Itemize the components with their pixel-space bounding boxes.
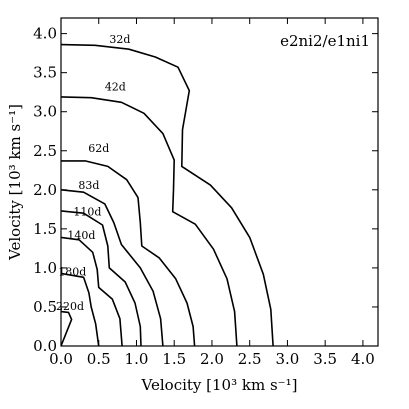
x-axis-label: Velocity [10³ km s⁻¹] [141,376,298,394]
contour-label-62d: 62d [88,142,109,155]
contour-line-140d [61,236,123,346]
contour-line-110d [61,210,142,346]
y-tick-label: 4.0 [33,25,57,43]
x-tick-label: 0.5 [87,350,111,368]
x-tick-label: 3.0 [275,350,299,368]
contour-line-62d [61,160,196,346]
contour-label-180d: 180d [58,266,86,279]
contour-line-42d [61,96,238,346]
contour-label-42d: 42d [105,81,126,94]
contour-label-32d: 32d [109,33,130,46]
plot-frame [60,17,379,347]
contour-line-220d [61,310,73,346]
contour-label-83d: 83d [78,179,99,192]
x-tick-label: 1.0 [125,350,149,368]
x-tick-label: 1.5 [162,350,186,368]
y-tick-label: 0.5 [33,298,57,316]
y-tick-label: 1.5 [33,220,57,238]
y-tick-label: 2.0 [33,181,57,199]
contour-line-180d [61,272,100,346]
contour-series-group [61,43,274,346]
y-tick-label: 1.0 [33,259,57,277]
y-tick-label: 3.0 [33,103,57,121]
contour-label-110d: 110d [73,205,101,218]
x-tick-label: 3.5 [313,350,337,368]
y-tick-label: 2.5 [33,142,57,160]
y-tick-label: 0.0 [33,337,57,355]
y-axis-label: Velocity [10³ km s⁻¹] [6,104,24,261]
contour-label-220d: 220d [56,300,84,313]
x-tick-label: 0.0 [49,350,73,368]
panel-title: e2ni2/e1ni1 [280,32,370,50]
contour-label-140d: 140d [67,229,95,242]
axis-ticks-group: 0.0 0.5 1.0 1.5 2.0 2.5 3.0 3.5 4.0 0.0 0.5 1.0 1.5 2… [33,18,378,368]
y-tick-label: 3.5 [33,64,57,82]
contour-line-32d [61,43,274,346]
contour-line-83d [61,189,164,346]
x-tick-label: 2.0 [200,350,224,368]
contour-labels-group: 32d 42d 62d 83d 110d 140d 180d 220d [56,33,130,313]
x-tick-label: 4.0 [351,350,375,368]
x-tick-label: 2.5 [238,350,262,368]
